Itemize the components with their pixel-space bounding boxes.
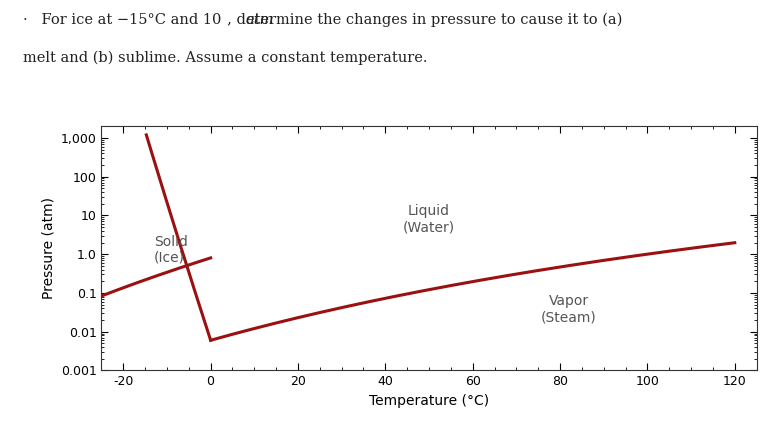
Text: Liquid
(Water): Liquid (Water) xyxy=(403,204,455,234)
Y-axis label: Pressure (atm): Pressure (atm) xyxy=(41,197,55,299)
Text: Vapor
(Steam): Vapor (Steam) xyxy=(541,294,597,324)
X-axis label: Temperature (°C): Temperature (°C) xyxy=(369,394,489,408)
Text: atm: atm xyxy=(246,13,275,27)
Text: melt and (b) sublime. Assume a constant temperature.: melt and (b) sublime. Assume a constant … xyxy=(23,51,428,65)
Text: Solid
(Ice): Solid (Ice) xyxy=(154,234,188,265)
Text: ·   For ice at −15°C and 10  , determine the changes in pressure to cause it to : · For ice at −15°C and 10 , determine th… xyxy=(23,13,622,27)
